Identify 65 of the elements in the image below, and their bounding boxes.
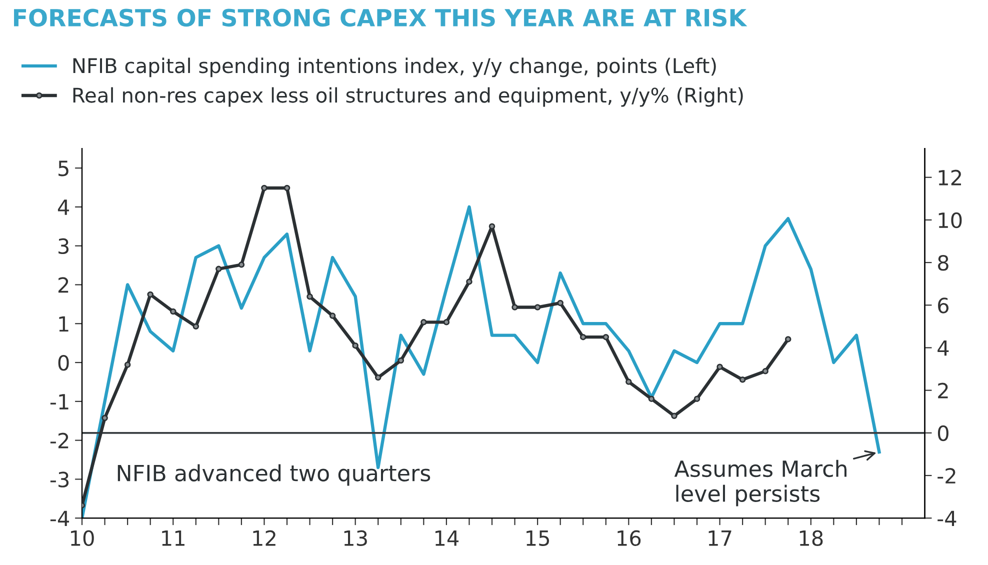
y-tick-label: -4 — [50, 510, 70, 526]
y2-tick-label: 6 — [938, 298, 949, 314]
point — [716, 364, 723, 370]
line-series — [82, 205, 881, 518]
point — [512, 304, 518, 310]
point — [352, 342, 358, 349]
point — [602, 334, 610, 340]
point — [306, 293, 313, 300]
y2-tick-label: -2 — [938, 468, 956, 484]
point — [580, 334, 586, 340]
annotation: NFIB advanced two quarters — [118, 464, 430, 486]
y2-tick-label: 10 — [938, 212, 962, 228]
point — [443, 319, 450, 326]
point — [374, 374, 382, 381]
point — [420, 319, 427, 326]
point — [147, 291, 154, 298]
y-tick-label: 2 — [58, 277, 68, 293]
y2-tick-label: 0 — [938, 425, 948, 442]
point — [671, 412, 678, 420]
x-tick-label: 10 — [71, 530, 94, 546]
x-tick-label: 13 — [344, 530, 367, 546]
y2-tick-label: 4 — [938, 340, 949, 356]
point — [762, 368, 768, 374]
point — [557, 300, 564, 306]
y-tick-label: 3 — [58, 238, 69, 254]
point — [626, 378, 632, 385]
x-tick-label: 11 — [162, 530, 184, 546]
annotation: Assumes March level persists — [674, 460, 846, 506]
point — [170, 308, 176, 315]
x-tick-label: 15 — [526, 530, 549, 546]
point — [739, 376, 746, 383]
point — [534, 304, 541, 310]
y-tick-label: 4 — [58, 200, 70, 215]
x-tick-label: 14 — [435, 530, 459, 546]
point — [488, 223, 496, 230]
y-tick-label: -1 — [50, 394, 68, 410]
legend-label: NFIB capital spending intentions index, y/y change, points (Left) — [73, 58, 716, 78]
x-tick-label: 17 — [708, 530, 732, 546]
x-tick-label: 18 — [800, 530, 823, 546]
point — [284, 184, 290, 192]
point — [216, 266, 222, 272]
point — [784, 336, 792, 342]
point — [261, 184, 268, 192]
y2-tick-label: 12 — [938, 170, 961, 186]
point — [102, 414, 108, 422]
point — [694, 396, 700, 402]
point — [238, 262, 245, 268]
point — [124, 362, 131, 368]
y2-tick-label: 2 — [938, 382, 948, 398]
point — [329, 312, 336, 319]
y-tick-label: 5 — [58, 160, 68, 176]
x-tick-label: 16 — [618, 530, 641, 546]
chart-title: FORECASTS OF STRONG CAPEX THIS YEAR ARE AT RISK — [14, 8, 748, 27]
point — [466, 278, 472, 285]
x-tick-label: 12 — [253, 530, 276, 546]
y-tick-label: -3 — [50, 472, 69, 488]
y-tick-label: 1 — [59, 316, 68, 332]
legend-label: Real non-res capex less oil structures and equipment, y/y% (Right) — [73, 87, 743, 107]
y2-tick-label: 8 — [938, 254, 948, 271]
y-tick-label: -2 — [50, 432, 68, 448]
y2-tick-label: -4 — [938, 510, 956, 526]
point — [398, 357, 404, 364]
point — [192, 323, 200, 330]
point — [648, 396, 655, 402]
y-tick-label: 0 — [58, 354, 69, 371]
